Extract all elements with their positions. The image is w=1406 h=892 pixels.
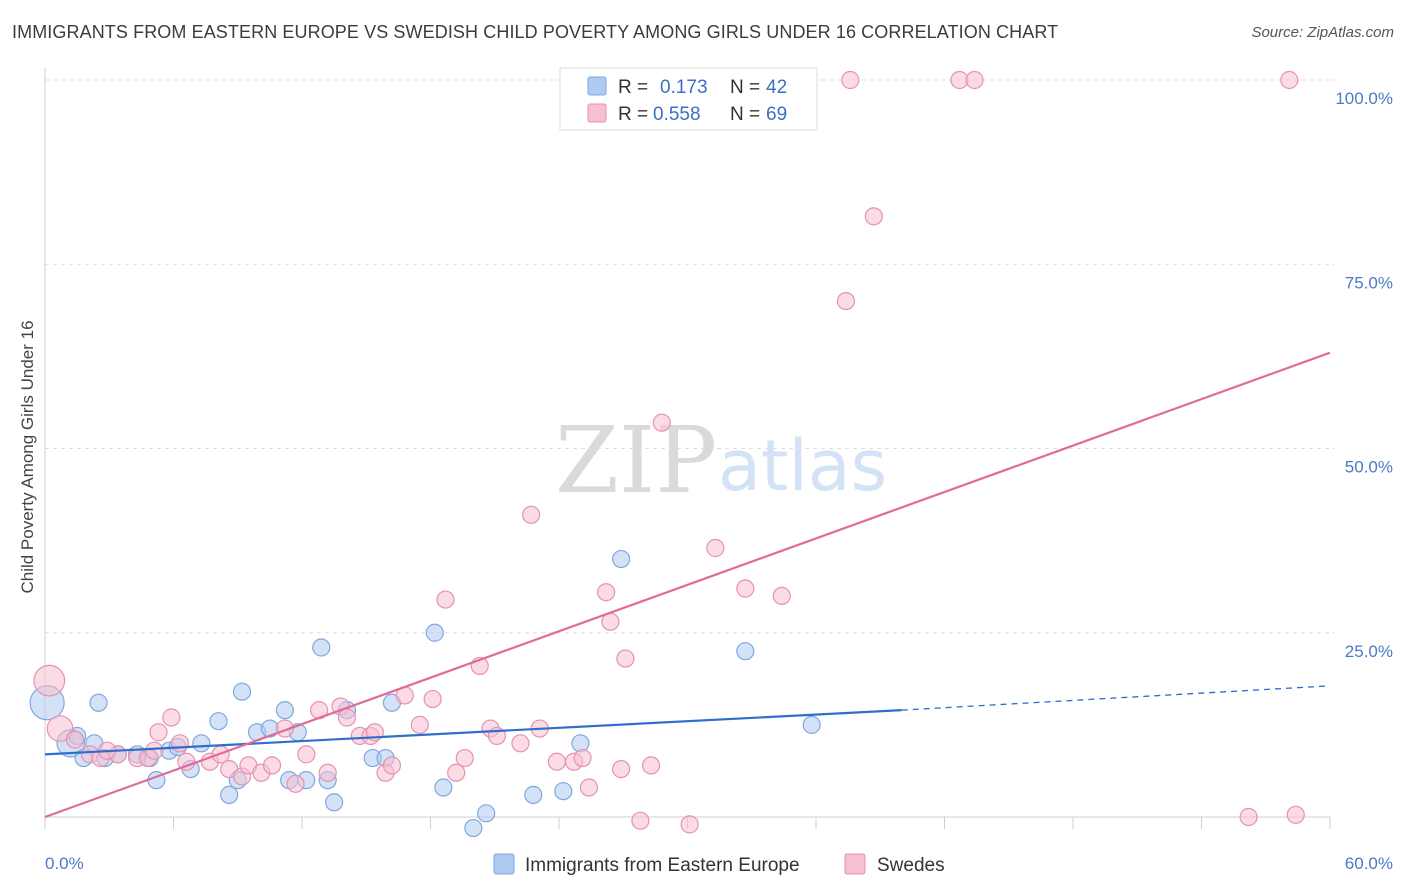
- point-series-1-42: [522, 505, 541, 524]
- y-axis-label: Child Poverty Among Girls Under 16: [18, 320, 37, 593]
- point-series-0-35: [554, 782, 573, 801]
- point-series-1-8: [145, 741, 164, 760]
- point-series-1-44: [547, 752, 566, 771]
- y-tick-label-25: 25.0%: [1345, 642, 1393, 661]
- watermark-atlas: atlas: [718, 425, 887, 507]
- trend-line-extension-series-0: [901, 685, 1331, 711]
- point-series-0-37: [612, 549, 631, 569]
- point-series-1-52: [631, 811, 650, 830]
- point-series-1-21: [286, 774, 305, 793]
- point-series-1-31: [382, 756, 402, 775]
- watermark: ZIP atlas: [555, 407, 887, 514]
- point-series-0-13: [209, 712, 228, 731]
- point-series-1-56: [706, 538, 725, 558]
- legend-swatch-eastern-europe: [587, 76, 607, 96]
- legend-n-value-1: 42: [766, 77, 787, 98]
- point-series-1-65: [1280, 70, 1299, 90]
- point-series-1-59: [836, 292, 856, 311]
- tick-labels: 25.0% 50.0% 75.0% 100.0% 0.0% 60.0%: [45, 89, 1393, 873]
- point-series-1-63: [965, 70, 984, 90]
- legend-n-value-2: 69: [766, 104, 787, 125]
- point-series-0-19: [275, 701, 294, 720]
- point-series-1-41: [511, 734, 530, 753]
- bottom-legend-swatch-eastern-europe: [493, 853, 515, 875]
- point-series-1-54: [652, 413, 671, 432]
- y-tick-label-100: 100.0%: [1335, 89, 1393, 108]
- point-series-1-11: [170, 734, 190, 753]
- point-series-0-34: [524, 785, 543, 804]
- point-series-1-48: [597, 583, 616, 602]
- point-series-0-4: [89, 693, 108, 712]
- point-series-1-10: [162, 708, 181, 727]
- legend-n-label-1: N =: [730, 77, 760, 98]
- legend-n-label-2: N =: [730, 104, 760, 125]
- point-series-0-12: [192, 734, 211, 753]
- point-series-1-22: [297, 745, 316, 764]
- grid-lines: [45, 79, 1335, 634]
- trend-line-series-1: [44, 351, 1331, 819]
- point-series-1-35: [436, 590, 455, 609]
- point-series-1-50: [612, 759, 631, 779]
- point-series-0-30: [425, 623, 444, 642]
- point-series-1-64: [1239, 807, 1258, 827]
- point-series-1-34: [423, 689, 442, 709]
- point-series-0-22: [312, 638, 331, 657]
- point-series-1-37: [455, 748, 474, 768]
- bottom-legend-label-eastern-europe: Immigrants from Eastern Europe: [525, 855, 800, 876]
- point-series-0-31: [434, 778, 453, 797]
- point-series-1-33: [410, 715, 429, 734]
- bottom-legend-swatch-swedes: [844, 853, 866, 875]
- bottom-legend-label-swedes: Swedes: [877, 855, 945, 876]
- point-series-0-25: [325, 793, 344, 812]
- point-series-1-47: [579, 778, 599, 797]
- legend-r-label-1: R =: [618, 77, 648, 98]
- point-series-1-53: [641, 756, 661, 775]
- x-tick-label-max: 60.0%: [1345, 854, 1393, 873]
- point-series-1-66: [1286, 805, 1305, 824]
- source-credit: Source: ZipAtlas.com: [1251, 24, 1394, 41]
- x-tick-label-min: 0.0%: [45, 854, 84, 873]
- point-series-1-57: [736, 579, 755, 598]
- y-tick-label-75: 75.0%: [1345, 273, 1393, 292]
- legend-box: R = 0.173 N = 42 R = 0.558 N = 69: [559, 67, 818, 131]
- legend-r-value-2: 0.558: [653, 104, 701, 125]
- point-series-1-36: [447, 763, 466, 782]
- trend-line-series-0: [44, 709, 902, 756]
- legend-swatch-swedes: [587, 103, 607, 123]
- point-series-1-24: [318, 763, 337, 782]
- watermark-zip: ZIP: [555, 407, 717, 514]
- point-series-0-39: [802, 715, 821, 734]
- point-series-1-0: [33, 664, 66, 697]
- point-series-1-1: [46, 715, 74, 742]
- point-series-0-14: [220, 785, 239, 804]
- point-series-1-61: [864, 207, 883, 226]
- y-tick-label-50: 50.0%: [1345, 458, 1393, 477]
- point-series-0-16: [232, 682, 252, 701]
- point-series-0-38: [736, 642, 755, 661]
- bottom-legend: Immigrants from Eastern Europe Swedes: [493, 853, 945, 876]
- point-series-1-9: [149, 723, 168, 742]
- trend-lines: [44, 351, 1331, 819]
- point-series-1-55: [680, 815, 699, 834]
- legend-r-label-2: R =: [618, 104, 648, 125]
- point-series-0-33: [477, 804, 496, 823]
- point-series-1-26: [337, 708, 357, 727]
- point-series-1-51: [616, 649, 635, 668]
- point-series-1-19: [262, 756, 282, 775]
- point-series-1-2: [65, 730, 85, 749]
- chart-title: IMMIGRANTS FROM EASTERN EUROPE VS SWEDIS…: [12, 22, 1059, 42]
- point-series-0-32: [464, 818, 483, 838]
- point-series-1-58: [772, 586, 791, 606]
- legend-r-value-1: 0.173: [660, 77, 708, 98]
- point-series-1-60: [841, 70, 860, 90]
- point-series-1-46: [573, 748, 592, 768]
